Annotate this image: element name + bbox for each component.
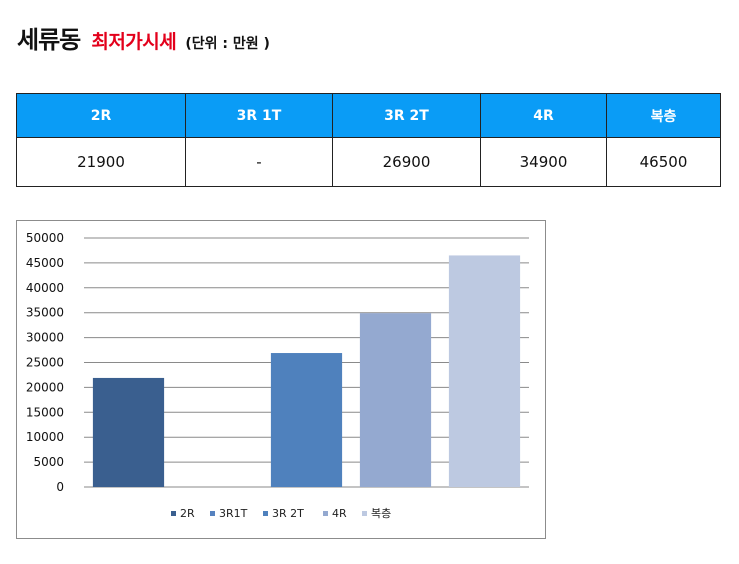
legend-swatch <box>323 511 328 516</box>
price-cell: 21900 <box>16 137 186 187</box>
price-chart: 0 5000 10000 15000 20000 25000 30000 35000 40000… <box>16 220 546 539</box>
y-tick-label: 20000 <box>26 380 64 394</box>
header-cell: 4R <box>480 93 607 138</box>
price-cell: 26900 <box>332 137 481 187</box>
header-cell: 3R 1T <box>185 93 333 138</box>
legend-swatch <box>263 511 268 516</box>
legend-swatch <box>210 511 215 516</box>
bar-4R <box>359 313 432 487</box>
y-tick-label: 25000 <box>26 356 64 370</box>
location-title: 세류동 <box>17 26 81 54</box>
y-tick-label: 10000 <box>26 430 64 444</box>
unit-label: (단위 : 만원 ) <box>185 36 270 52</box>
price-cell: 46500 <box>606 137 721 187</box>
price-cell: - <box>185 137 333 187</box>
header-cell: 2R <box>16 93 186 138</box>
price-cell: 34900 <box>480 137 607 187</box>
page-title: 세류동 최저가시세 (단위 : 만원 ) <box>17 20 270 55</box>
y-tick-label: 0 <box>56 480 64 494</box>
bar-복층 <box>448 255 521 487</box>
price-table: 2R 3R 1T 3R 2T 4R 복층 21900 - 26900 34900… <box>16 93 721 187</box>
price-title: 최저가시세 <box>91 31 177 53</box>
y-tick-label: 15000 <box>26 405 64 419</box>
bar-3R 2T <box>270 353 343 487</box>
y-tick-label: 35000 <box>26 306 64 320</box>
legend-label: 3R 2T <box>272 507 304 520</box>
header-cell: 복층 <box>606 93 721 138</box>
y-tick-label: 5000 <box>33 455 64 469</box>
y-tick-label: 30000 <box>26 331 64 345</box>
legend-label: 4R <box>332 507 347 520</box>
legend-label: 2R <box>180 507 195 520</box>
bar-2R <box>92 377 165 487</box>
y-tick-label: 50000 <box>26 231 64 245</box>
legend-swatch <box>171 511 176 516</box>
y-tick-label: 40000 <box>26 281 64 295</box>
chart-svg: 0 5000 10000 15000 20000 25000 30000 35000 40000… <box>26 231 529 520</box>
header-cell: 3R 2T <box>332 93 481 138</box>
table-header-row: 2R 3R 1T 3R 2T 4R 복층 <box>16 93 721 138</box>
y-tick-label: 45000 <box>26 256 64 270</box>
legend-label: 복층 <box>371 507 391 520</box>
table-row: 21900 - 26900 34900 46500 <box>16 137 721 187</box>
legend-swatch <box>362 511 367 516</box>
legend-label: 3R1T <box>219 507 248 520</box>
